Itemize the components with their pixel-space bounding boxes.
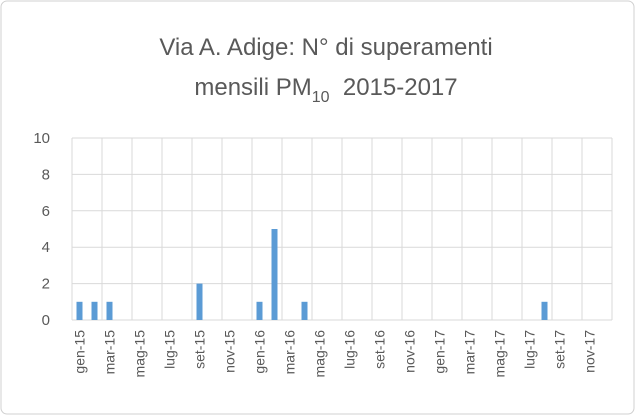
title-part: mensili PM [194, 74, 311, 101]
x-tick-label: gen-15 [72, 330, 88, 374]
title-subscript: 10 [312, 89, 330, 106]
x-tick-label: gen-17 [432, 330, 448, 374]
bar [301, 301, 308, 320]
x-tick-label: set-15 [192, 330, 208, 369]
x-tick-label: mag-15 [132, 330, 148, 378]
chart-title: Via A. Adige: N° di superamenti [159, 34, 492, 61]
x-tick-label: lug-17 [522, 330, 538, 369]
bar [76, 301, 83, 320]
bar [91, 301, 98, 320]
x-tick-label: lug-16 [342, 330, 358, 369]
x-tick-label: set-17 [552, 330, 568, 369]
bar [106, 301, 113, 320]
y-tick-label: 4 [42, 239, 50, 256]
x-tick-label: mar-17 [462, 330, 478, 375]
x-tick-label: mag-16 [312, 330, 328, 378]
x-tick-label: mar-16 [282, 330, 298, 375]
title-part: 2015-2017 [330, 74, 458, 101]
y-tick-label: 6 [42, 203, 50, 220]
x-tick-label: nov-17 [582, 330, 598, 373]
y-tick-label: 2 [42, 276, 50, 293]
x-tick-label: mag-17 [492, 330, 508, 378]
x-tick-label: lug-15 [162, 330, 178, 369]
chart-title: mensili PM10 2015-2017 [194, 74, 457, 106]
bar [271, 229, 278, 320]
bar [196, 283, 203, 320]
y-tick-label: 10 [33, 130, 50, 147]
x-tick-label: gen-16 [252, 330, 268, 374]
x-tick-label: mar-15 [102, 330, 118, 375]
bar [256, 301, 263, 320]
x-tick-label: set-16 [372, 330, 388, 369]
x-tick-label: nov-16 [402, 330, 418, 373]
bar [541, 301, 548, 320]
y-tick-label: 0 [42, 312, 50, 329]
y-tick-label: 8 [42, 166, 50, 183]
x-tick-label: nov-15 [222, 330, 238, 373]
